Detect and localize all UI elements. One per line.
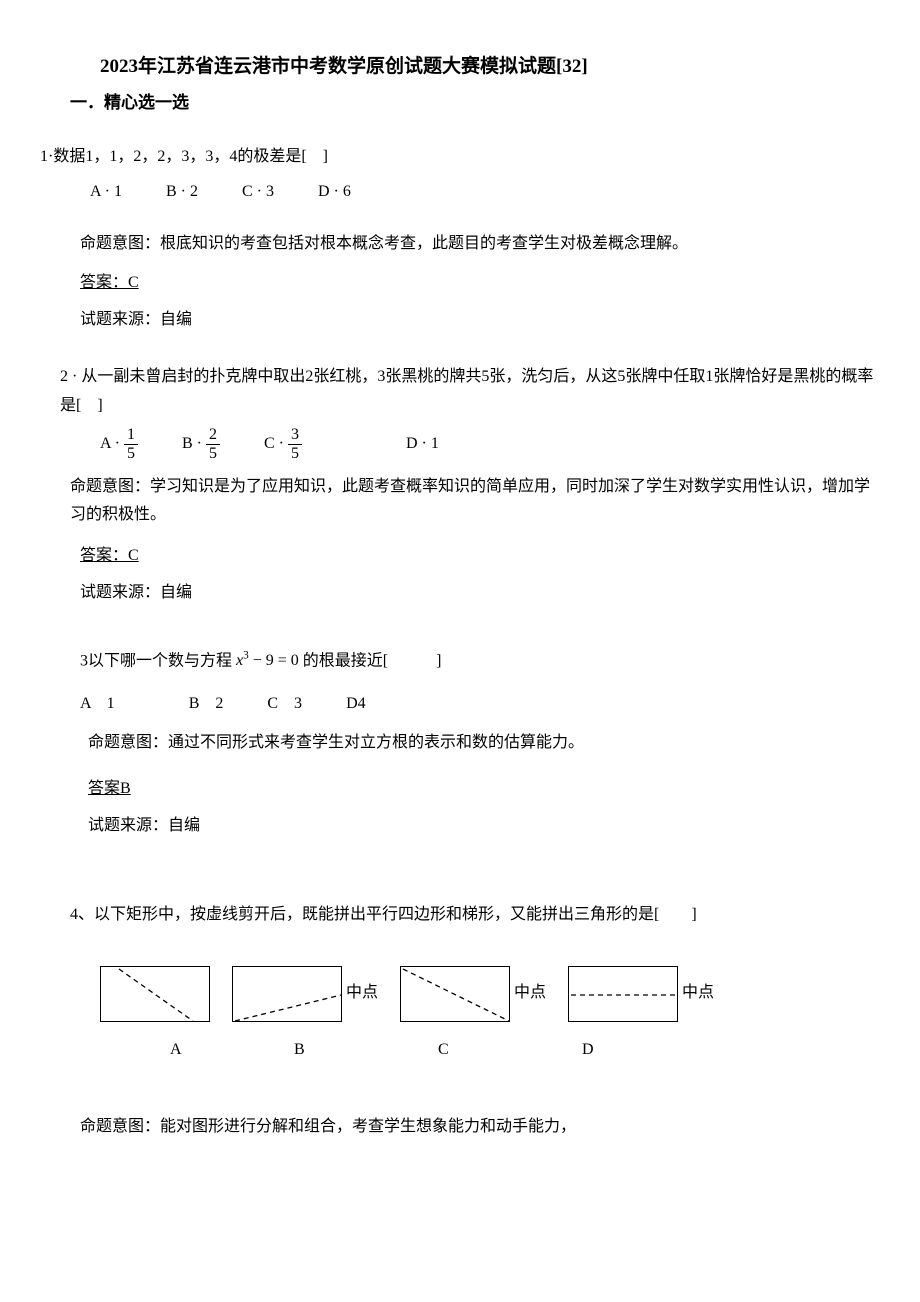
q2-frac-b: 2 5	[206, 426, 220, 462]
q2-opt-a-prefix: A ·	[100, 435, 124, 452]
q2-intent-text: 命题意图：学习知识是为了应用知识，此题考查概率知识的简单应用，同时加深了学生对数…	[70, 478, 870, 524]
section-header: 一．精心选一选	[70, 88, 880, 119]
q2-text: 2 · 从一副未曾启封的扑克牌中取出2张红桃，3张黑桃的牌共5张，洗匀后，从这5…	[60, 368, 873, 414]
q3-intent: 命题意图：通过不同形式来考查学生对立方根的表示和数的估算能力。	[88, 729, 880, 758]
q4-letter-b: B	[264, 1036, 424, 1065]
q1-opt-a: A · 1	[90, 178, 122, 207]
q4-fig-d: 中点	[568, 966, 714, 1022]
q2-frac-a-den: 5	[124, 445, 138, 463]
q4-fig-b: 中点	[232, 966, 378, 1022]
q4-fig-letters: A B C D	[130, 1036, 880, 1065]
q2-opt-a: A · 1 5	[100, 426, 138, 462]
q4-intent: 命题意图：能对图形进行分解和组合，考查学生想象能力和动手能力，	[80, 1113, 880, 1142]
q1-body: 1·数据1，1，2，2，3，3，4的极差是[ ]	[40, 143, 880, 172]
q2-body: 2 · 从一副未曾启封的扑克牌中取出2张红桃，3张黑桃的牌共5张，洗匀后，从这5…	[60, 363, 880, 421]
q3-opt-b: B 2	[189, 690, 224, 719]
q2-opt-b-prefix: B ·	[182, 435, 206, 452]
dashed-line-d	[569, 967, 679, 1023]
q1-number: 1	[40, 148, 48, 165]
q2-source: 试题来源：自编	[80, 579, 880, 608]
rect-c	[400, 966, 510, 1022]
q4-text: 4、以下矩形中，按虚线剪开后，既能拼出平行四边形和梯形，又能拼出三角形的是[ ]	[70, 906, 697, 923]
q3-source: 试题来源：自编	[88, 812, 880, 841]
question-3: 3以下哪一个数与方程 x3 − 9 = 0 的根最接近[ ] A 1 B 2 C…	[70, 646, 880, 758]
q4-letter-c: C	[428, 1036, 578, 1065]
q1-source: 试题来源：自编	[80, 306, 880, 335]
q3-intent-text: 命题意图：通过不同形式来考查学生对立方根的表示和数的估算能力。	[88, 734, 584, 751]
q2-frac-b-num: 2	[206, 426, 220, 445]
q3-opt-c: C 3	[267, 690, 302, 719]
q3-answer: 答案B	[88, 775, 880, 804]
rect-a	[100, 966, 210, 1022]
q2-frac-c: 3 5	[288, 426, 302, 462]
q4-letter-a: A	[130, 1036, 260, 1065]
q4-body: 4、以下矩形中，按虚线剪开后，既能拼出平行四边形和梯形，又能拼出三角形的是[ ]	[70, 901, 880, 930]
dashed-line-a	[101, 967, 211, 1023]
rect-b	[232, 966, 342, 1022]
q3-suffix: 的根最接近[ ]	[303, 652, 442, 669]
q2-frac-c-den: 5	[288, 445, 302, 463]
question-1: 1·数据1，1，2，2，3，3，4的极差是[ ] A · 1 B · 2 C ·…	[40, 143, 880, 207]
q1-answer: 答案：C	[80, 269, 880, 298]
dashed-line-b	[233, 967, 343, 1023]
q2-intent: 命题意图：学习知识是为了应用知识，此题考查概率知识的简单应用，同时加深了学生对数…	[70, 473, 880, 531]
q4-intent-text: 命题意图：能对图形进行分解和组合，考查学生想象能力和动手能力，	[80, 1118, 576, 1135]
q2-frac-b-den: 5	[206, 445, 220, 463]
q4-fig-a	[100, 966, 210, 1022]
midpoint-label-b: 中点	[346, 979, 378, 1008]
q1-intent-text: 命题意图：根底知识的考查包括对根本概念考查，此题目的考查学生对极差概念理解。	[80, 235, 688, 252]
q1-opt-c: C · 3	[242, 178, 274, 207]
q1-opt-b: B · 2	[166, 178, 198, 207]
question-2: 2 · 从一副未曾启封的扑克牌中取出2张红桃，3张黑桃的牌共5张，洗匀后，从这5…	[40, 363, 880, 530]
q1-opt-d: D · 6	[318, 178, 351, 207]
q1-intent: 命题意图：根底知识的考查包括对根本概念考查，此题目的考查学生对极差概念理解。	[40, 230, 880, 259]
q2-frac-c-num: 3	[288, 426, 302, 445]
q3-prefix: 3以下哪一个数与方程	[80, 652, 232, 669]
q2-options: A · 1 5 B · 2 5 C · 3 5 D · 1	[100, 426, 880, 462]
q1-options: A · 1 B · 2 C · 3 D · 6	[90, 178, 880, 207]
q2-opt-b: B · 2 5	[182, 426, 220, 462]
q3-rest: − 9 = 0	[249, 652, 299, 669]
q2-frac-a-num: 1	[124, 426, 138, 445]
q3-options: A 1 B 2 C 3 D4	[80, 690, 880, 719]
q2-answer: 答案：C	[80, 542, 880, 571]
q2-opt-c: C · 3 5	[264, 426, 302, 462]
q3-body: 3以下哪一个数与方程 x3 − 9 = 0 的根最接近[ ]	[80, 646, 880, 676]
q4-figures: 中点 中点 中点	[100, 966, 880, 1022]
q1-text: ·数据1，1，2，2，3，3，4的极差是[ ]	[48, 148, 328, 165]
question-4: 4、以下矩形中，按虚线剪开后，既能拼出平行四边形和梯形，又能拼出三角形的是[ ]…	[70, 901, 880, 1141]
dashed-line-c	[401, 967, 511, 1023]
q3-opt-a: A 1	[80, 690, 115, 719]
q3-math: x3 − 9 = 0	[236, 652, 303, 669]
midpoint-label-c: 中点	[514, 979, 546, 1008]
midpoint-label-d: 中点	[682, 979, 714, 1008]
rect-d	[568, 966, 678, 1022]
q2-frac-a: 1 5	[124, 426, 138, 462]
q4-letter-d: D	[582, 1036, 682, 1065]
q2-opt-d: D · 1	[406, 430, 439, 459]
q3-opt-d: D4	[346, 690, 366, 719]
q2-opt-c-prefix: C ·	[264, 435, 288, 452]
q4-fig-c: 中点	[400, 966, 546, 1022]
doc-title: 2023年江苏省连云港市中考数学原创试题大赛模拟试题[32]	[100, 50, 880, 84]
